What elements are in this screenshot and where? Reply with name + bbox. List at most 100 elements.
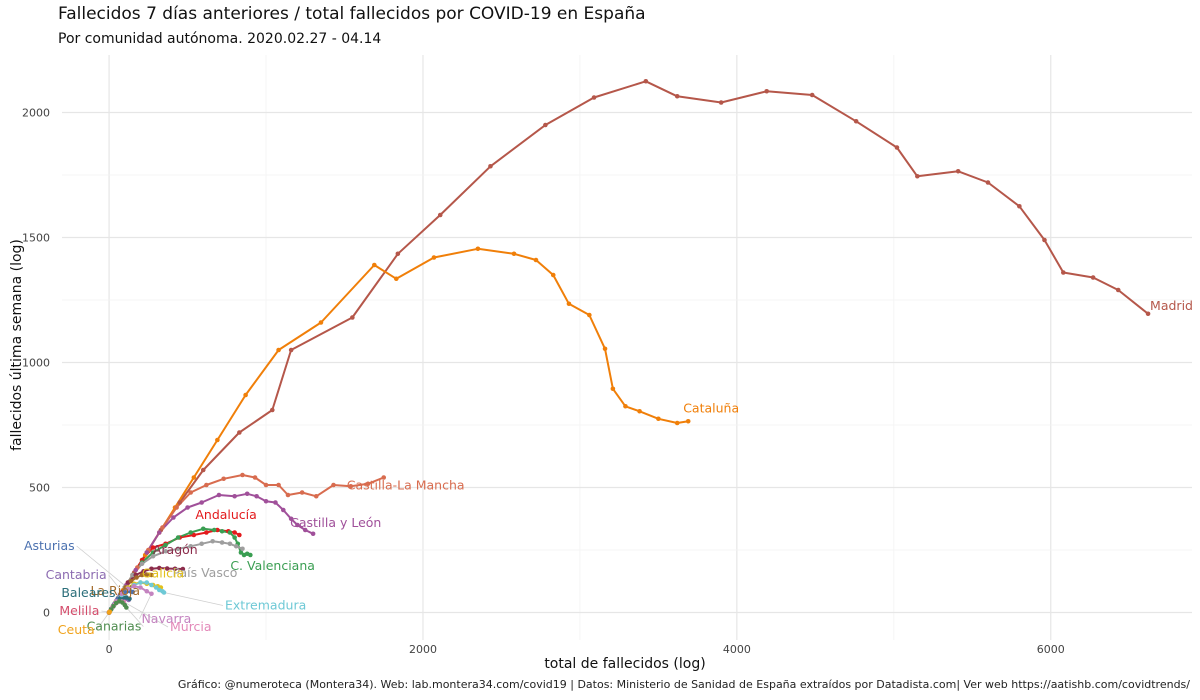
y-tick-label: 1000 (22, 357, 50, 370)
data-point-cataluna (372, 262, 377, 268)
data-point-madrid (288, 347, 294, 353)
label-connector (126, 607, 144, 627)
data-point-aragon (172, 566, 178, 572)
series-label-castilla-la-mancha: Castilla-La Mancha (347, 478, 465, 493)
data-point-la-rioja (149, 572, 154, 578)
grid (62, 55, 1192, 640)
data-point-c-valenciana (248, 552, 253, 558)
data-point-navarra (138, 585, 143, 590)
data-point-madrid (591, 95, 597, 100)
data-point-castilla-la-mancha (285, 492, 291, 498)
data-point-castilla-la-mancha (299, 490, 305, 495)
data-point-castilla-y-leon (244, 491, 250, 497)
data-point-pais-vasco (199, 541, 204, 547)
data-point-castilla-la-mancha (263, 482, 269, 488)
data-point-castilla-y-leon (171, 515, 176, 520)
data-point-c-valenciana (150, 550, 156, 555)
data-point-castilla-y-leon (263, 498, 269, 504)
series-label-extremadura: Extremadura (225, 598, 306, 613)
data-point-castilla-la-mancha (331, 482, 336, 488)
y-tick-label: 500 (29, 482, 50, 495)
series-label-castilla-y-leon: Castilla y León (290, 515, 381, 530)
data-point-c-valenciana (219, 528, 225, 534)
data-point-la-rioja (144, 572, 150, 577)
data-point-madrid (764, 88, 769, 94)
data-point-castilla-la-mancha (313, 493, 319, 499)
data-point-cataluna (191, 475, 197, 480)
data-point-madrid (437, 212, 443, 218)
data-point-castilla-y-leon (254, 493, 259, 499)
series-label-melilla: Melilla (59, 603, 99, 618)
data-point-navarra (131, 583, 137, 589)
data-point-andalucia (204, 530, 209, 535)
data-point-navarra (149, 591, 154, 597)
data-point-madrid (543, 122, 548, 128)
data-point-la-rioja (139, 572, 145, 578)
data-point-c-valenciana (163, 542, 168, 548)
data-point-andalucia (191, 532, 197, 538)
data-point-cataluna (674, 420, 680, 426)
data-point-c-valenciana (188, 530, 193, 535)
data-point-castilla-y-leon (280, 507, 286, 513)
data-point-aragon (180, 566, 186, 572)
data-point-cataluna (475, 246, 481, 252)
data-point-extremadura (138, 580, 143, 585)
data-point-cataluna (215, 437, 220, 443)
data-point-castilla-la-mancha (221, 476, 226, 482)
data-point-castilla-y-leon (295, 522, 300, 528)
x-tick-label: 2000 (409, 643, 437, 656)
data-point-castilla-y-leon (157, 530, 162, 535)
series-label-ceuta: Ceuta (58, 622, 95, 637)
x-axis-ticks: 0 2000 4000 6000 (106, 643, 1065, 656)
data-point-castilla-y-leon (144, 550, 150, 555)
data-point-madrid (809, 92, 815, 98)
data-point-madrid (1115, 287, 1121, 293)
data-point-castilla-y-leon (288, 516, 294, 522)
data-point-castilla-y-leon (310, 531, 316, 537)
data-point-cataluna (602, 346, 608, 352)
data-point-andalucia (150, 545, 156, 550)
series-label-pais-vasco: País Vasco (172, 565, 237, 580)
series-label-madrid: Madrid (1150, 298, 1193, 313)
data-point-castilla-la-mancha (188, 490, 193, 495)
data-point-castilla-y-leon (273, 500, 278, 505)
data-point-castilla-y-leon (216, 492, 222, 498)
x-tick-label: 4000 (723, 643, 751, 656)
data-point-cataluna (685, 418, 691, 424)
data-point-castilla-la-mancha (160, 525, 165, 530)
data-point-c-valenciana (200, 526, 206, 532)
data-point-castilla-y-leon (232, 493, 237, 499)
data-point-castilla-y-leon (302, 527, 308, 533)
data-point-pais-vasco (150, 553, 156, 559)
data-point-andalucia (232, 530, 237, 535)
series-label-asturias: Asturias (24, 538, 75, 553)
data-point-cataluna (623, 403, 628, 409)
data-point-cataluna (318, 320, 324, 325)
data-point-cataluna (656, 416, 661, 422)
data-point-pais-vasco (219, 540, 225, 545)
data-point-madrid (718, 100, 724, 105)
label-connector (163, 592, 224, 606)
data-point-pais-vasco (233, 543, 239, 549)
data-point-cataluna (431, 255, 437, 260)
data-point-c-valenciana (175, 535, 181, 540)
y-axis-title: fallecidos última semana (log) (9, 239, 25, 451)
data-point-asturias (130, 589, 135, 595)
data-point-madrid (985, 180, 991, 185)
data-point-castilla-la-mancha (204, 482, 209, 488)
data-point-castilla-la-mancha (365, 481, 371, 487)
data-point-madrid (1061, 270, 1066, 275)
data-point-aragon (164, 566, 170, 571)
series-label-murcia: Murcia (170, 619, 212, 634)
data-point-c-valenciana (211, 527, 217, 533)
data-point-castilla-la-mancha (348, 483, 354, 489)
data-point-madrid (643, 78, 649, 84)
data-point-andalucia (237, 532, 242, 538)
data-point-madrid (395, 251, 401, 257)
data-point-cataluna (533, 257, 539, 263)
series-label-cantabria: Cantabria (46, 567, 107, 582)
data-point-castilla-la-mancha (174, 505, 179, 510)
series-label-galicia: Galicia (142, 566, 184, 581)
data-point-navarra (119, 591, 124, 597)
data-point-cataluna (550, 272, 556, 278)
